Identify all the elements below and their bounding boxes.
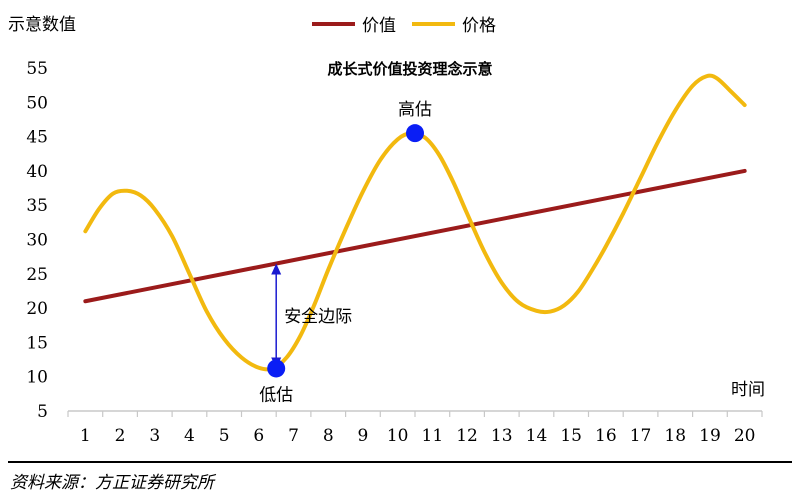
safety-margin-arrowhead-top <box>271 263 282 275</box>
x-tick-label: 3 <box>149 426 160 446</box>
y-tick-label: 35 <box>26 196 48 216</box>
y-tick-label: 30 <box>26 231 48 251</box>
legend-label-value: 价值 <box>362 16 396 36</box>
x-axis-ticks: 1 2 3 4 5 6 7 8 9 10 11 12 13 14 15 16 17 18 19 20 <box>67 411 763 446</box>
x-tick-label: 2 <box>115 426 126 446</box>
series-line-value <box>83 168 747 304</box>
x-tick-label: 10 <box>387 426 409 446</box>
overvalued-point <box>406 124 424 143</box>
x-tick-label: 4 <box>184 426 195 446</box>
x-tick-label: 18 <box>664 426 686 446</box>
undervalued-point <box>267 359 286 378</box>
x-tick-label: 1 <box>80 426 91 446</box>
x-tick-label: 11 <box>422 426 444 446</box>
x-tick-label: 20 <box>734 426 756 446</box>
legend-label-price: 价格 <box>462 16 496 36</box>
x-tick-label: 8 <box>323 426 334 446</box>
y-tick-label: 15 <box>26 333 48 353</box>
x-tick-label: 12 <box>456 426 478 446</box>
y-axis-ticks: 5 10 15 20 25 30 35 40 45 50 55 <box>26 59 48 422</box>
x-tick-label: 15 <box>560 426 582 446</box>
x-tick-label: 7 <box>288 426 299 446</box>
x-tick-label: 13 <box>491 426 513 446</box>
y-axis-title: 示意数值 <box>8 15 76 35</box>
y-tick-label: 40 <box>26 162 48 182</box>
y-tick-label: 10 <box>26 368 48 388</box>
x-tick-label: 19 <box>699 426 721 446</box>
y-tick-label: 55 <box>26 59 48 79</box>
annotation-overvalued: 高估 <box>398 100 432 120</box>
y-tick-label: 20 <box>26 299 48 319</box>
growth-value-chart: 示意数值 价值 价格 成长式价值投资理念示意 51015202530354045… <box>8 15 765 446</box>
y-tick-label: 45 <box>26 128 48 148</box>
x-tick-label: 17 <box>630 426 652 446</box>
x-tick-label: 9 <box>358 426 369 446</box>
annotation-safety-margin: 安全边际 <box>284 307 352 327</box>
legend: 价值 价格 <box>312 16 496 36</box>
x-tick-label: 16 <box>595 426 617 446</box>
annotation-undervalued: 低估 <box>259 385 293 405</box>
x-tick-label: 6 <box>253 426 264 446</box>
x-tick-label: 14 <box>526 426 548 446</box>
x-axis-title: 时间 <box>731 380 765 400</box>
x-tick-label: 5 <box>219 426 230 446</box>
y-tick-label: 25 <box>26 265 48 285</box>
chart-title: 成长式价值投资理念示意 <box>327 60 492 78</box>
y-tick-label: 50 <box>26 93 48 113</box>
source-note: 资料来源：方正证券研究所 <box>10 473 214 493</box>
y-tick-label: 5 <box>37 402 48 422</box>
source-divider <box>8 461 792 463</box>
